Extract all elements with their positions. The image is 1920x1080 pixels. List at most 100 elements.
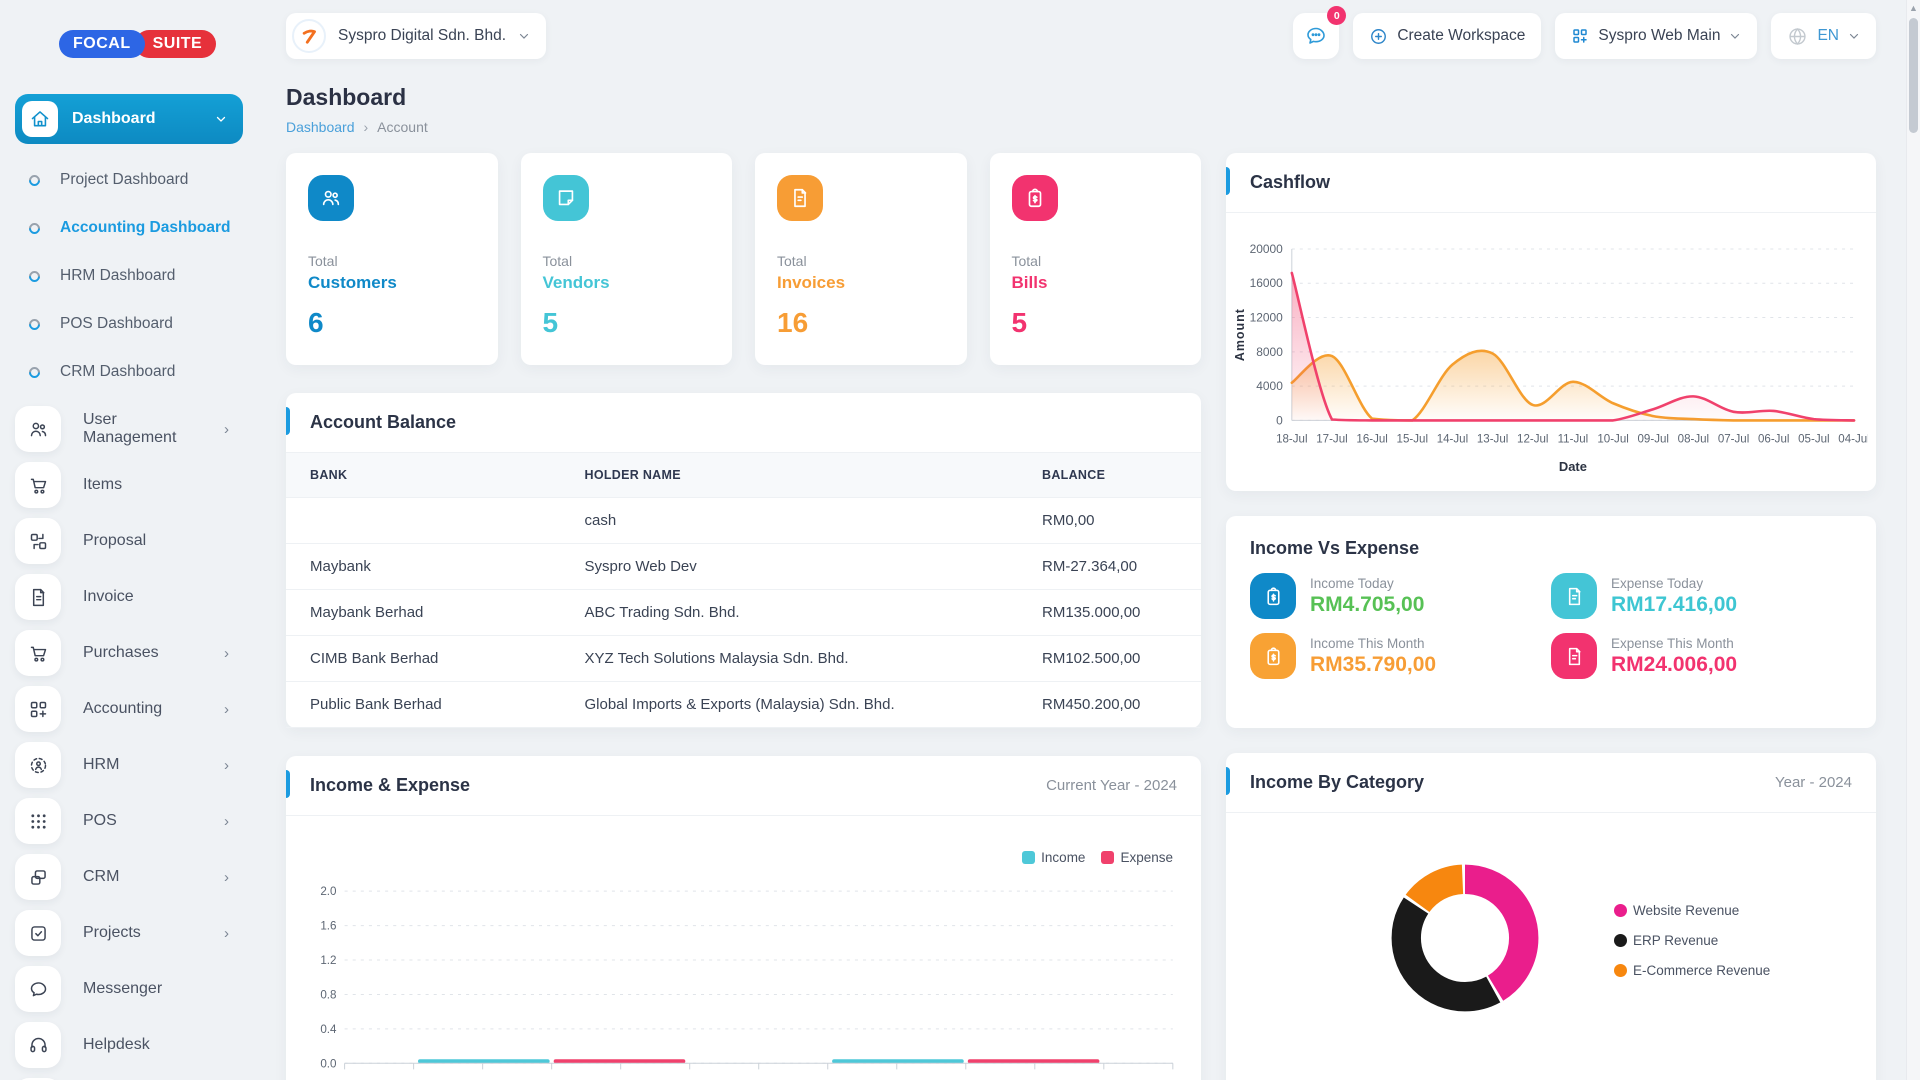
table-row[interactable]: Public Bank Berhad Global Imports & Expor… xyxy=(286,681,1201,728)
sidebar-item-projects[interactable]: Projects › xyxy=(15,910,243,956)
sidebar-item-messenger[interactable]: Messenger xyxy=(15,966,243,1012)
sidebar: FOCAL SUITE Dashboard Project Dashboard … xyxy=(0,0,258,1080)
account-balance-table: BANK HOLDER NAME BALANCE cash RM0,00 Mayb… xyxy=(286,453,1201,728)
checkbox-icon xyxy=(15,910,61,956)
company-selector[interactable]: Syspro Digital Sdn. Bhd. xyxy=(286,13,547,59)
sidebar-item-dashboard[interactable]: Dashboard xyxy=(15,94,243,144)
dot-icon xyxy=(26,316,43,332)
app-logo[interactable]: FOCAL SUITE xyxy=(59,30,243,58)
stat-value: 5 xyxy=(542,307,559,338)
income-by-category-donut-chart[interactable] xyxy=(1376,849,1554,1032)
logo-focal: FOCAL xyxy=(59,30,145,58)
stat-value: 5 xyxy=(1011,307,1028,338)
svg-text:08-Jul: 08-Jul xyxy=(1678,433,1709,445)
sidebar-item-hrm-dashboard[interactable]: HRM Dashboard xyxy=(26,252,243,300)
sidebar-item-label: Dashboard xyxy=(72,110,156,127)
sidebar-item-helpdesk[interactable]: Helpdesk xyxy=(15,1022,243,1068)
sidebar-item-project-dashboard[interactable]: Project Dashboard xyxy=(26,156,243,204)
svg-text:4000: 4000 xyxy=(1256,379,1283,393)
card-title: Account Balance xyxy=(310,412,457,432)
scroll-up-icon[interactable]: ▲ xyxy=(1909,3,1918,13)
legend-expense: Expense xyxy=(1101,850,1173,865)
svg-text:09-Jul: 09-Jul xyxy=(1638,433,1669,445)
expense-month-item: Expense This Month RM24.006,00 xyxy=(1551,633,1852,680)
chevron-down-icon xyxy=(519,33,529,39)
svg-text:06-Jul: 06-Jul xyxy=(1758,433,1789,445)
sidebar-item-proposal[interactable]: Proposal xyxy=(15,518,243,564)
workspace-selector[interactable]: Syspro Web Main xyxy=(1555,13,1758,59)
breadcrumb-dashboard[interactable]: Dashboard xyxy=(286,119,355,135)
plus-circle-icon xyxy=(1371,28,1387,44)
sidebar-item-items[interactable]: Items xyxy=(15,462,243,508)
home-icon xyxy=(22,101,58,137)
cart-icon xyxy=(15,630,61,676)
sidebar-item-crm[interactable]: CRM › xyxy=(15,854,243,900)
dot-icon xyxy=(26,172,43,188)
main-area: Syspro Digital Sdn. Bhd. 0 Create Worksp… xyxy=(258,0,1920,1080)
income-expense-card: Income & Expense Current Year - 2024 Inc… xyxy=(286,756,1201,1080)
svg-text:2.0: 2.0 xyxy=(320,885,337,898)
svg-text:05-Jul: 05-Jul xyxy=(1798,433,1829,445)
sidebar-item-accounting[interactable]: Accounting › xyxy=(15,686,243,732)
svg-text:10-Jul: 10-Jul xyxy=(1597,433,1628,445)
globe-icon xyxy=(1789,27,1807,45)
messages-button[interactable]: 0 xyxy=(1293,6,1347,59)
document-icon xyxy=(777,175,823,221)
svg-text:18-Jul: 18-Jul xyxy=(1276,433,1307,445)
svg-text:20000: 20000 xyxy=(1250,242,1284,256)
scrollbar-thumb[interactable] xyxy=(1909,18,1918,133)
svg-text:14-Jul: 14-Jul xyxy=(1437,433,1468,445)
stat-card-invoices: Total Invoices 16 xyxy=(755,153,967,365)
legend-dot xyxy=(1614,904,1627,918)
income-expense-bar-chart[interactable]: 0.0 0.4 0.8 1.2 1.6 2.0 xyxy=(286,865,1201,1080)
notification-badge: 0 xyxy=(1327,6,1347,25)
file-lines-icon xyxy=(1551,573,1597,620)
sidebar-item-partial[interactable] xyxy=(15,1078,243,1080)
table-row[interactable]: CIMB Bank Berhad XYZ Tech Solutions Malay… xyxy=(286,635,1201,682)
table-row[interactable]: Maybank Berhad ABC Trading Sdn. Bhd. RM135… xyxy=(286,589,1201,636)
expense-month-value: RM24.006,00 xyxy=(1611,652,1738,676)
card-period: Current Year - 2024 xyxy=(1046,777,1177,794)
chevron-right-icon: › xyxy=(224,420,229,438)
svg-text:8000: 8000 xyxy=(1256,345,1283,359)
sidebar-item-purchases[interactable]: Purchases › xyxy=(15,630,243,676)
chart-legend: Website Revenue ERP Revenue E-Commerce R… xyxy=(1614,903,1770,978)
chevron-right-icon: › xyxy=(224,868,229,886)
language-selector[interactable]: EN xyxy=(1771,13,1876,59)
card-title: Income By Category xyxy=(1250,772,1425,793)
sidebar-item-invoice[interactable]: Invoice xyxy=(15,574,243,620)
page-scrollbar[interactable]: ▲ xyxy=(1906,0,1920,1080)
logo-suite: SUITE xyxy=(134,30,217,58)
sidebar-item-accounting-dashboard[interactable]: Accounting Dashboard xyxy=(26,204,243,252)
legend-erp-revenue: ERP Revenue xyxy=(1614,933,1770,948)
legend-dot xyxy=(1614,964,1627,978)
cashflow-area-chart[interactable]: 0 4000 8000 12000 16000 20000 18-Jul 17-Jul 16-J… xyxy=(1226,213,1876,491)
svg-text:16000: 16000 xyxy=(1250,276,1284,290)
company-logo-icon xyxy=(292,19,326,53)
svg-text:0.8: 0.8 xyxy=(320,989,336,1002)
stat-card-bills: Total Bills 5 xyxy=(989,153,1201,365)
clipboard-dollar-icon xyxy=(1250,633,1296,680)
proposal-icon xyxy=(15,518,61,564)
svg-text:0.4: 0.4 xyxy=(320,1023,337,1036)
topbar: Syspro Digital Sdn. Bhd. 0 Create Worksp… xyxy=(286,0,1876,72)
breadcrumb-account: Account xyxy=(377,119,428,135)
sidebar-item-user-management[interactable]: User Management › xyxy=(15,406,243,452)
table-row[interactable]: cash RM0,00 xyxy=(286,497,1201,544)
table-row[interactable]: Maybank Syspro Web Dev RM-27.364,00 xyxy=(286,543,1201,590)
page-title: Dashboard xyxy=(286,84,407,110)
sidebar-item-hrm[interactable]: HRM › xyxy=(15,742,243,788)
sidebar-item-pos[interactable]: POS › xyxy=(15,798,243,844)
sidebar-item-pos-dashboard[interactable]: POS Dashboard xyxy=(26,300,243,348)
grid-plus-icon xyxy=(1573,29,1588,43)
file-lines-icon xyxy=(1551,633,1597,680)
users-icon xyxy=(15,406,61,452)
breadcrumb-separator: › xyxy=(363,119,369,135)
card-title: Income Vs Expense xyxy=(1250,538,1420,559)
create-workspace-button[interactable]: Create Workspace xyxy=(1353,13,1542,59)
grid-dots-icon xyxy=(15,798,61,844)
sidebar-item-crm-dashboard[interactable]: CRM Dashboard xyxy=(26,348,243,396)
legend-income: Income xyxy=(1022,850,1085,865)
chevron-down-icon xyxy=(1731,33,1740,39)
expense-today-item: Expense Today RM17.416,00 xyxy=(1551,573,1852,620)
